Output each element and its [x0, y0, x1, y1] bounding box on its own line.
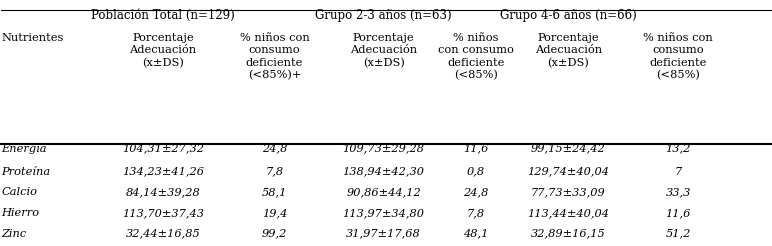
Text: 0,8: 0,8 — [467, 167, 485, 177]
Text: 51,2: 51,2 — [665, 229, 691, 239]
Text: 33,3: 33,3 — [665, 187, 691, 197]
Text: 129,74±40,04: 129,74±40,04 — [527, 167, 609, 177]
Text: % niños con
consumo
deficiente
(<85%): % niños con consumo deficiente (<85%) — [643, 33, 713, 81]
Text: 11,6: 11,6 — [665, 208, 691, 218]
Text: % niños
con consumo
deficiente
(<85%): % niños con consumo deficiente (<85%) — [438, 33, 514, 81]
Text: 7: 7 — [675, 167, 682, 177]
Text: Calcio: Calcio — [2, 187, 37, 197]
Text: 32,44±16,85: 32,44±16,85 — [126, 229, 200, 239]
Text: Proteína: Proteína — [2, 167, 50, 177]
Text: Hierro: Hierro — [2, 208, 39, 218]
Text: 113,97±34,80: 113,97±34,80 — [343, 208, 425, 218]
Text: Grupo 2-3 años (n=63): Grupo 2-3 años (n=63) — [316, 9, 452, 22]
Text: 77,73±33,09: 77,73±33,09 — [531, 187, 606, 197]
Text: 32,89±16,15: 32,89±16,15 — [531, 229, 606, 239]
Text: 24,8: 24,8 — [463, 187, 489, 197]
Text: 138,94±42,30: 138,94±42,30 — [343, 167, 425, 177]
Text: 7,8: 7,8 — [266, 167, 283, 177]
Text: Zinc: Zinc — [2, 229, 27, 239]
Text: 113,70±37,43: 113,70±37,43 — [122, 208, 204, 218]
Text: Población Total (n=129): Población Total (n=129) — [91, 9, 235, 22]
Text: Porcentaje
Adecuación
(x±DS): Porcentaje Adecuación (x±DS) — [535, 33, 602, 68]
Text: 99,15±24,42: 99,15±24,42 — [531, 143, 606, 154]
Text: 48,1: 48,1 — [463, 229, 489, 239]
Text: Porcentaje
Adecuación
(x±DS): Porcentaje Adecuación (x±DS) — [350, 33, 417, 68]
Text: 7,8: 7,8 — [467, 208, 485, 218]
Text: 84,14±39,28: 84,14±39,28 — [126, 187, 200, 197]
Text: 113,44±40,04: 113,44±40,04 — [527, 208, 609, 218]
Text: % niños con
consumo
deficiente
(<85%)+: % niños con consumo deficiente (<85%)+ — [239, 33, 310, 81]
Text: 58,1: 58,1 — [262, 187, 287, 197]
Text: 13,2: 13,2 — [665, 143, 691, 154]
Text: 24,8: 24,8 — [262, 143, 287, 154]
Text: 31,97±17,68: 31,97±17,68 — [347, 229, 421, 239]
Text: 99,2: 99,2 — [262, 229, 287, 239]
Text: 134,23±41,26: 134,23±41,26 — [122, 167, 204, 177]
Text: Nutrientes: Nutrientes — [2, 33, 64, 43]
Text: 11,6: 11,6 — [463, 143, 489, 154]
Text: Energía: Energía — [2, 143, 47, 154]
Text: Porcentaje
Adecuación
(x±DS): Porcentaje Adecuación (x±DS) — [130, 33, 197, 68]
Text: 109,73±29,28: 109,73±29,28 — [343, 143, 425, 154]
Text: 19,4: 19,4 — [262, 208, 287, 218]
Text: 90,86±44,12: 90,86±44,12 — [347, 187, 421, 197]
Text: Grupo 4-6 años (n=66): Grupo 4-6 años (n=66) — [500, 9, 637, 22]
Text: 104,31±27,32: 104,31±27,32 — [122, 143, 204, 154]
